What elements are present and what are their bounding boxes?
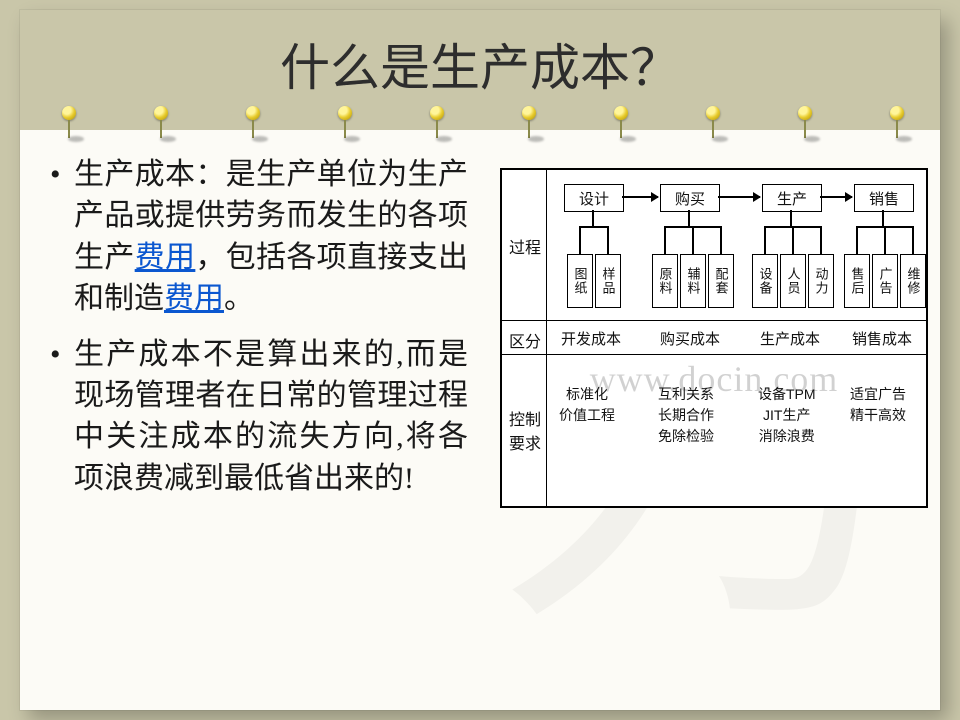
stage-box: 生产: [762, 184, 822, 212]
link-feiyong-2[interactable]: 费用: [164, 282, 224, 315]
cost-diagram: www.docin.com 过程区分控制要求设计购买生产销售图纸样品原料辅料配套…: [500, 168, 928, 508]
control-text: 设备TPMJIT生产消除浪费: [758, 384, 816, 447]
content-area: 生产成本：是生产单位为生产产品或提供劳务而发生的各项生产费用，包括各项直接支出和…: [20, 146, 940, 710]
connector: [882, 210, 884, 226]
stage-box: 购买: [660, 184, 720, 212]
pin-icon: [246, 106, 260, 138]
pin-row: [20, 106, 940, 146]
connector: [912, 226, 914, 254]
diagram-divider-horizontal: [502, 354, 926, 355]
slide-card: 力 什么是生产成本？ 生产成本：是生产单位为生产产品或提供劳务而发生的各项生产费…: [20, 10, 940, 710]
category-label: 销售成本: [852, 328, 912, 349]
arrow-icon: [820, 196, 852, 198]
sub-box: 原料: [652, 254, 678, 308]
stage-box: 设计: [564, 184, 624, 212]
connector: [720, 226, 722, 254]
connector: [664, 226, 666, 254]
connector: [592, 210, 594, 226]
bullet-text: 。: [224, 282, 254, 315]
slide-title: 什么是生产成本？: [20, 28, 940, 100]
bullet-item: 生产成本：是生产单位为生产产品或提供劳务而发生的各项生产费用，包括各项直接支出和…: [48, 154, 468, 320]
sub-box: 售后: [844, 254, 870, 308]
category-label: 生产成本: [760, 328, 820, 349]
connector: [579, 226, 581, 254]
pin-icon: [890, 106, 904, 138]
pin-icon: [62, 106, 76, 138]
control-text: 适宜广告精干高效: [850, 384, 906, 426]
connector: [764, 226, 766, 254]
pin-icon: [798, 106, 812, 138]
sub-box: 配套: [708, 254, 734, 308]
connector: [884, 226, 886, 254]
connector: [692, 226, 694, 254]
diagram-divider-horizontal: [502, 320, 926, 321]
diagram-divider-vertical: [546, 170, 547, 506]
link-feiyong-1[interactable]: 费用: [135, 241, 196, 274]
sub-box: 广告: [872, 254, 898, 308]
control-text: 互利关系长期合作免除检验: [658, 384, 714, 447]
sub-box: 样品: [595, 254, 621, 308]
sub-box: 图纸: [567, 254, 593, 308]
connector: [688, 210, 690, 226]
pin-icon: [522, 106, 536, 138]
section-label-process: 过程: [508, 234, 542, 258]
arrow-icon: [622, 196, 658, 198]
stage-box: 销售: [854, 184, 914, 212]
pin-icon: [706, 106, 720, 138]
pin-icon: [430, 106, 444, 138]
control-text: 标准化价值工程: [559, 384, 615, 426]
connector: [792, 226, 794, 254]
sub-box: 维修: [900, 254, 926, 308]
sub-box: 辅料: [680, 254, 706, 308]
bullet-list: 生产成本：是生产单位为生产产品或提供劳务而发生的各项生产费用，包括各项直接支出和…: [48, 154, 468, 513]
bullet-item: 生产成本不是算出来的,而是现场管理者在日常的管理过程中关注成本的流失方向,将各项…: [48, 334, 468, 500]
section-label-category: 区分: [508, 328, 542, 352]
connector: [607, 226, 609, 254]
pin-icon: [338, 106, 352, 138]
connector: [856, 226, 858, 254]
connector: [790, 210, 792, 226]
arrow-icon: [718, 196, 760, 198]
pin-icon: [614, 106, 628, 138]
connector: [579, 226, 609, 228]
sub-box: 人员: [780, 254, 806, 308]
sub-box: 设备: [752, 254, 778, 308]
bullet-text: 生产成本不是算出来的,而是现场管理者在日常的管理过程中关注成本的流失方向,将各项…: [74, 338, 468, 495]
connector: [820, 226, 822, 254]
section-label-control: 控制要求: [508, 406, 542, 454]
pin-icon: [154, 106, 168, 138]
category-label: 开发成本: [561, 328, 621, 349]
sub-box: 动力: [808, 254, 834, 308]
category-label: 购买成本: [660, 328, 720, 349]
